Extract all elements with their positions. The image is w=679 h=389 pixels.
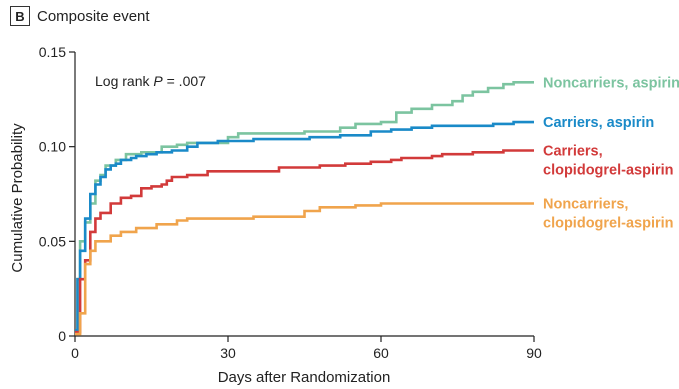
series-group	[75, 81, 534, 336]
series-label-3: clopidogrel-aspirin	[543, 215, 674, 231]
x-tick-label: 30	[220, 345, 236, 361]
series-label-0: Noncarriers, aspirin	[543, 75, 679, 91]
x-axis-title: Days after Randomization	[218, 369, 391, 386]
axes: 0 0.05 0.10 0.15 0 30 60 90	[39, 44, 542, 361]
panel-letter: B	[10, 6, 30, 26]
panel-header: B Composite event	[10, 6, 150, 26]
log-rank-annotation: Log rank P = .007	[95, 73, 206, 89]
series-labels: Noncarriers, aspirin Carriers, aspirin Car…	[543, 75, 679, 231]
series-line-1	[75, 120, 534, 332]
y-tick-label: 0.05	[39, 233, 66, 249]
panel-title: Composite event	[37, 7, 150, 25]
y-tick-label: 0.10	[39, 139, 66, 155]
x-tick-label: 0	[71, 345, 79, 361]
y-tick-label: 0	[58, 328, 66, 344]
y-axis-title: Cumulative Probability	[9, 123, 26, 273]
y-tick-label: 0.15	[39, 44, 66, 60]
series-line-2	[75, 149, 534, 334]
x-tick-label: 90	[526, 345, 542, 361]
x-tick-label: 60	[373, 345, 389, 361]
series-label-3: Noncarriers,	[543, 196, 628, 212]
series-label-1: Carriers, aspirin	[543, 115, 654, 131]
series-line-3	[75, 202, 534, 336]
series-label-2: clopidogrel-aspirin	[543, 162, 674, 178]
series-line-0	[75, 81, 534, 332]
series-label-2: Carriers,	[543, 143, 603, 159]
